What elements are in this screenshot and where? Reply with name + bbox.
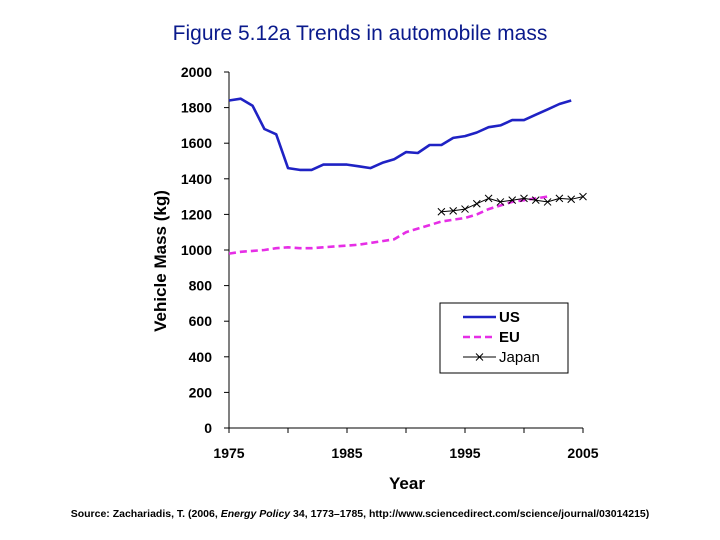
point-mark (472, 199, 481, 208)
point-mark (520, 194, 528, 203)
source-citation: Source: Zachariadis, T. (2006, Energy Po… (0, 508, 720, 520)
y-tick-label: 1000 (181, 242, 212, 258)
series-point-japan (520, 194, 528, 203)
series-line-us (228, 97, 572, 172)
series-point-japan (555, 194, 564, 203)
legend-label-eu: EU (499, 329, 520, 346)
y-tick-label: 800 (189, 278, 213, 294)
series-line-eu (228, 195, 548, 255)
point-mark (555, 194, 564, 203)
series-point-japan (461, 205, 469, 213)
x-tick-label: 1995 (449, 445, 480, 461)
y-tick-label: 1200 (181, 206, 212, 222)
point-mark (496, 198, 505, 206)
point-mark (531, 196, 540, 205)
chart-legend: US EU Japan (439, 302, 569, 374)
y-tick-label: 1400 (181, 171, 212, 187)
y-tick-label: 1600 (181, 135, 212, 151)
y-tick-label: 0 (204, 420, 212, 436)
chart-title: Figure 5.12a Trends in automobile mass (172, 22, 548, 45)
source-suffix: 34, 1773–1785, http://www.sciencedirect.… (290, 508, 650, 520)
series-point-japan (531, 196, 540, 205)
point-mark (508, 196, 517, 205)
series-point-japan (496, 198, 505, 206)
source-journal: Energy Policy (220, 508, 291, 520)
series-point-japan (567, 195, 576, 204)
legend-label-us: US (499, 309, 520, 326)
x-tick-label: 2005 (567, 445, 598, 461)
x-axis-title: Year (389, 474, 425, 493)
series-point-japan (508, 196, 517, 205)
point-mark (437, 207, 446, 216)
point-mark (449, 206, 458, 215)
legend-label-japan: Japan (499, 349, 540, 366)
legend-box (439, 302, 569, 374)
legend-marker (475, 353, 484, 361)
chart-series (228, 97, 587, 255)
x-tick-label: 1985 (331, 445, 362, 461)
series-point-japan (543, 198, 552, 206)
y-tick-label: 1800 (181, 100, 212, 116)
series-point-japan (437, 207, 446, 216)
y-tick-label: 400 (189, 349, 213, 365)
y-tick-label: 600 (189, 313, 213, 329)
source-prefix: Source: Zachariadis, T. (2006, (70, 508, 221, 520)
series-point-japan (472, 199, 481, 208)
point-mark (484, 194, 493, 203)
series-point-japan (579, 192, 587, 201)
point-mark (579, 192, 587, 201)
point-mark (461, 205, 469, 213)
chart-axes: 0 200 400 600 800 1000 1200 1400 1600 1800 2000 197… (151, 64, 599, 493)
y-tick-label: 200 (189, 384, 213, 400)
x-tick-label: 1975 (213, 445, 244, 461)
point-mark (567, 195, 576, 204)
series-line-japan (441, 196, 584, 213)
y-axis-title: Vehicle Mass (kg) (151, 190, 170, 332)
y-tick-label: 2000 (181, 64, 212, 80)
series-point-japan (449, 206, 458, 215)
point-mark (543, 198, 552, 206)
series-point-japan (484, 194, 493, 203)
